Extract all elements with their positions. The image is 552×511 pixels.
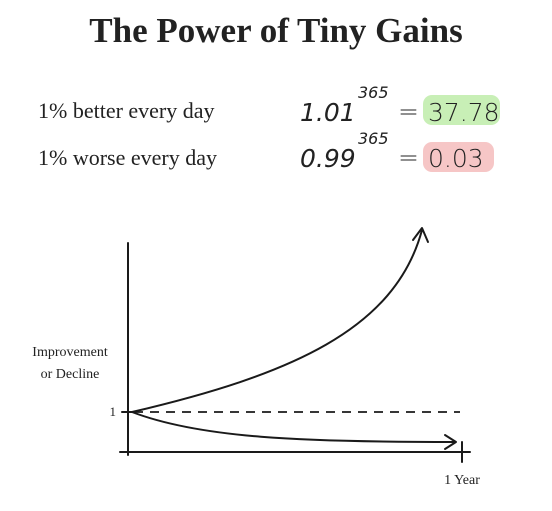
decline-curve (131, 411, 456, 443)
title: The Power of Tiny Gains (89, 11, 462, 50)
equals: = (398, 97, 419, 126)
exponent: 365 (358, 129, 389, 148)
exponent: 365 (358, 83, 389, 102)
base: 1.01 (300, 98, 356, 127)
y-axis-label: or Decline (41, 367, 100, 382)
row-label: 1% worse every day (38, 145, 217, 170)
y-tick-label: 1 (110, 404, 117, 419)
result-highlight-green (423, 95, 500, 125)
arrowhead (444, 434, 457, 450)
row-label: 1% better every day (38, 98, 215, 123)
y-axis-label: Improvement (32, 345, 108, 360)
result: 0.03 (428, 144, 484, 173)
result-highlight-red (423, 142, 494, 172)
equals: = (398, 143, 419, 172)
arrowhead (412, 227, 429, 243)
improvement-curve (131, 229, 423, 413)
result: 37.78 (428, 98, 500, 127)
base: 0.99 (300, 144, 356, 173)
x-tick-label: 1 Year (444, 473, 480, 488)
